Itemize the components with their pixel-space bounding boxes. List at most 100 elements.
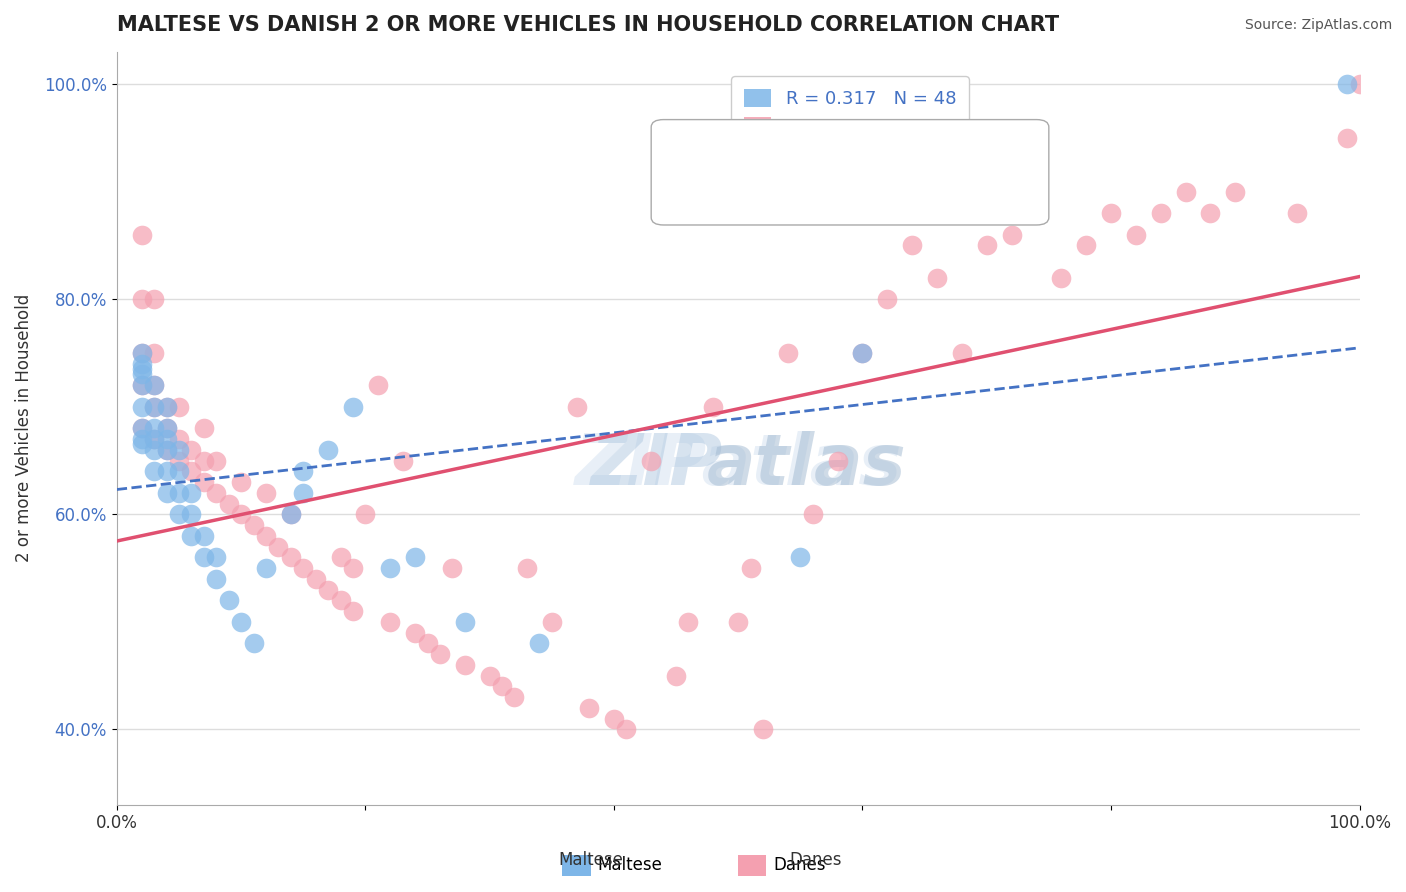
Point: [950, 346, 973, 360]
Point: [155, 442, 177, 457]
Point: [329, 550, 352, 565]
Point: [851, 346, 873, 360]
Point: [131, 378, 153, 392]
Point: [229, 508, 252, 522]
Point: [155, 400, 177, 414]
Text: Maltese: Maltese: [598, 856, 662, 874]
Point: [851, 346, 873, 360]
Point: [280, 508, 302, 522]
Point: [342, 604, 364, 618]
Point: [254, 485, 277, 500]
Point: [404, 625, 426, 640]
Point: [143, 442, 166, 457]
Point: [254, 529, 277, 543]
Point: [131, 432, 153, 446]
Point: [503, 690, 526, 705]
Point: [827, 453, 849, 467]
Point: [155, 421, 177, 435]
Point: [131, 346, 153, 360]
Point: [131, 400, 153, 414]
Point: [640, 453, 662, 467]
Bar: [562, 855, 591, 876]
Point: [1150, 206, 1173, 220]
Point: [740, 561, 762, 575]
Point: [454, 657, 477, 672]
Text: Source: ZipAtlas.com: Source: ZipAtlas.com: [1244, 18, 1392, 32]
Point: [205, 453, 228, 467]
Text: Danes: Danes: [789, 851, 842, 869]
Point: [316, 442, 339, 457]
Point: [901, 238, 924, 252]
Point: [1125, 227, 1147, 242]
Point: [1000, 227, 1022, 242]
Point: [155, 464, 177, 478]
Point: [380, 561, 402, 575]
Point: [404, 550, 426, 565]
Point: [416, 636, 439, 650]
Point: [1336, 131, 1358, 145]
Point: [242, 636, 264, 650]
Point: [155, 432, 177, 446]
Point: [167, 400, 190, 414]
Text: ZIP: ZIP: [592, 432, 724, 500]
Point: [529, 636, 551, 650]
Text: Danes: Danes: [773, 856, 825, 874]
Point: [242, 518, 264, 533]
Point: [342, 400, 364, 414]
Point: [292, 485, 315, 500]
Point: [1286, 206, 1309, 220]
Point: [478, 668, 501, 682]
Point: [218, 593, 240, 607]
Point: [665, 668, 688, 682]
Point: [131, 362, 153, 376]
Point: [180, 529, 202, 543]
Point: [776, 346, 799, 360]
Point: [1199, 206, 1222, 220]
Point: [193, 421, 215, 435]
Point: [131, 421, 153, 435]
Point: [292, 561, 315, 575]
Point: [1336, 77, 1358, 91]
Point: [229, 475, 252, 489]
Point: [354, 508, 377, 522]
Point: [702, 400, 724, 414]
Point: [1348, 77, 1371, 91]
Point: [254, 561, 277, 575]
Point: [1050, 270, 1073, 285]
Point: [167, 432, 190, 446]
Point: [1099, 206, 1122, 220]
Point: [329, 593, 352, 607]
Point: [876, 292, 898, 306]
Point: [193, 475, 215, 489]
Point: [614, 723, 637, 737]
Point: [167, 508, 190, 522]
Point: [441, 561, 464, 575]
Point: [305, 572, 328, 586]
Point: [1174, 185, 1197, 199]
Point: [603, 712, 626, 726]
Point: [565, 400, 588, 414]
Text: Maltese: Maltese: [558, 851, 623, 869]
Point: [143, 400, 166, 414]
Point: [540, 615, 562, 629]
Point: [193, 529, 215, 543]
Y-axis label: 2 or more Vehicles in Household: 2 or more Vehicles in Household: [15, 294, 32, 562]
Point: [578, 701, 600, 715]
Text: atlas: atlas: [707, 432, 907, 500]
Point: [167, 442, 190, 457]
Point: [131, 292, 153, 306]
Point: [180, 442, 202, 457]
Point: [155, 421, 177, 435]
Point: [391, 453, 413, 467]
Bar: [738, 855, 766, 876]
Point: [205, 485, 228, 500]
Point: [678, 615, 700, 629]
Point: [131, 378, 153, 392]
Point: [280, 508, 302, 522]
Point: [143, 432, 166, 446]
Point: [1074, 238, 1097, 252]
Point: [167, 485, 190, 500]
Point: [193, 550, 215, 565]
Point: [516, 561, 538, 575]
Point: [925, 270, 948, 285]
